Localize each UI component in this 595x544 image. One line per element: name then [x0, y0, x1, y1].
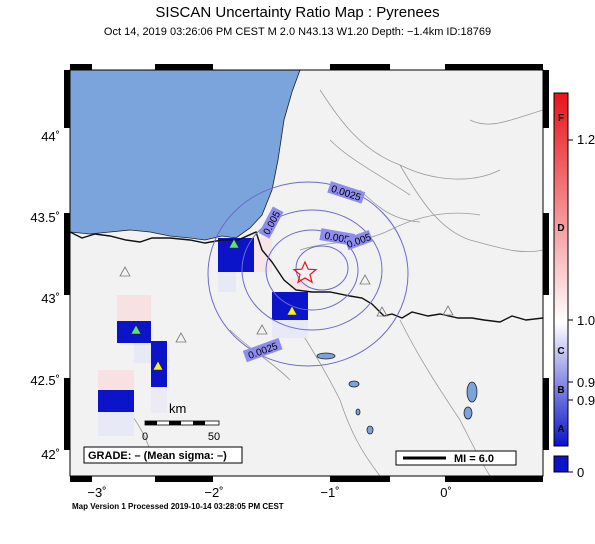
scale-tick: 0 [142, 431, 148, 443]
colorbar-value: 1.0 [577, 313, 595, 328]
grade-text: GRADE: – (Mean sigma: –) [88, 450, 227, 462]
station-triangle-icon [359, 274, 371, 285]
event-info: Oct 14, 2019 03:26:06 PM CEST M 2.0 N43.… [103, 26, 492, 38]
colorbar-value: 0 [577, 465, 584, 480]
scale-bar: km 0 50 [142, 401, 220, 443]
mi-legend: MI = 6.0 [395, 450, 517, 466]
longitude-labels: −3˚ −2˚ −1˚ 0˚ [87, 485, 451, 500]
lat-label: 42.5˚ [30, 373, 60, 388]
contour-label: 0.005 [324, 231, 351, 246]
station-triangle-icon [175, 332, 187, 343]
grade-letter: F [558, 113, 564, 124]
grade-letter: B [557, 385, 564, 396]
lon-label: −1˚ [320, 485, 339, 500]
station-triangle-icon [286, 305, 298, 316]
grade-box: GRADE: – (Mean sigma: –) [83, 446, 243, 464]
epicenter-star-icon [292, 260, 318, 284]
grade-letter: D [557, 223, 564, 234]
mi-text: MI = 6.0 [454, 453, 494, 465]
colorbar-value: 1.2 [577, 132, 595, 147]
scale-unit: km [169, 401, 186, 416]
lat-label: 44˚ [41, 129, 60, 144]
station-triangle-icon [228, 238, 240, 249]
lon-label: −2˚ [204, 485, 223, 500]
latitude-labels: 44˚ 43.5˚ 43˚ 42.5˚ 42˚ [30, 129, 60, 462]
map-title: SISCAN Uncertainty Ratio Map : Pyrenees [155, 4, 440, 21]
station-triangle-icon [442, 305, 454, 316]
colorbar-value: 0.9 [577, 393, 595, 408]
lon-label: 0˚ [440, 485, 452, 500]
station-triangle-icon [376, 306, 388, 317]
lat-label: 42˚ [41, 447, 60, 462]
lat-label: 43.5˚ [30, 210, 60, 225]
grade-letter: C [557, 346, 564, 357]
station-triangle-icon [119, 266, 131, 277]
colorbar: F D C B A 1.2 1.0 0.9 0.9 0 [553, 92, 595, 480]
colorbar-value: 0.9 [577, 375, 595, 390]
footer-processed: Map Version 1 Processed 2019-10-14 03:28… [72, 502, 284, 511]
lakes [316, 352, 478, 435]
sea-area [70, 70, 301, 241]
grade-letter: A [557, 424, 564, 435]
lat-label: 43˚ [41, 291, 60, 306]
stations [119, 238, 454, 371]
contours [207, 181, 409, 367]
country-border [70, 231, 543, 323]
station-triangle-icon [256, 324, 268, 335]
station-triangle-icon [152, 360, 164, 371]
scale-tick: 50 [208, 431, 220, 443]
station-triangle-icon [130, 324, 142, 335]
map-frame [64, 64, 549, 482]
lon-label: −3˚ [87, 485, 106, 500]
